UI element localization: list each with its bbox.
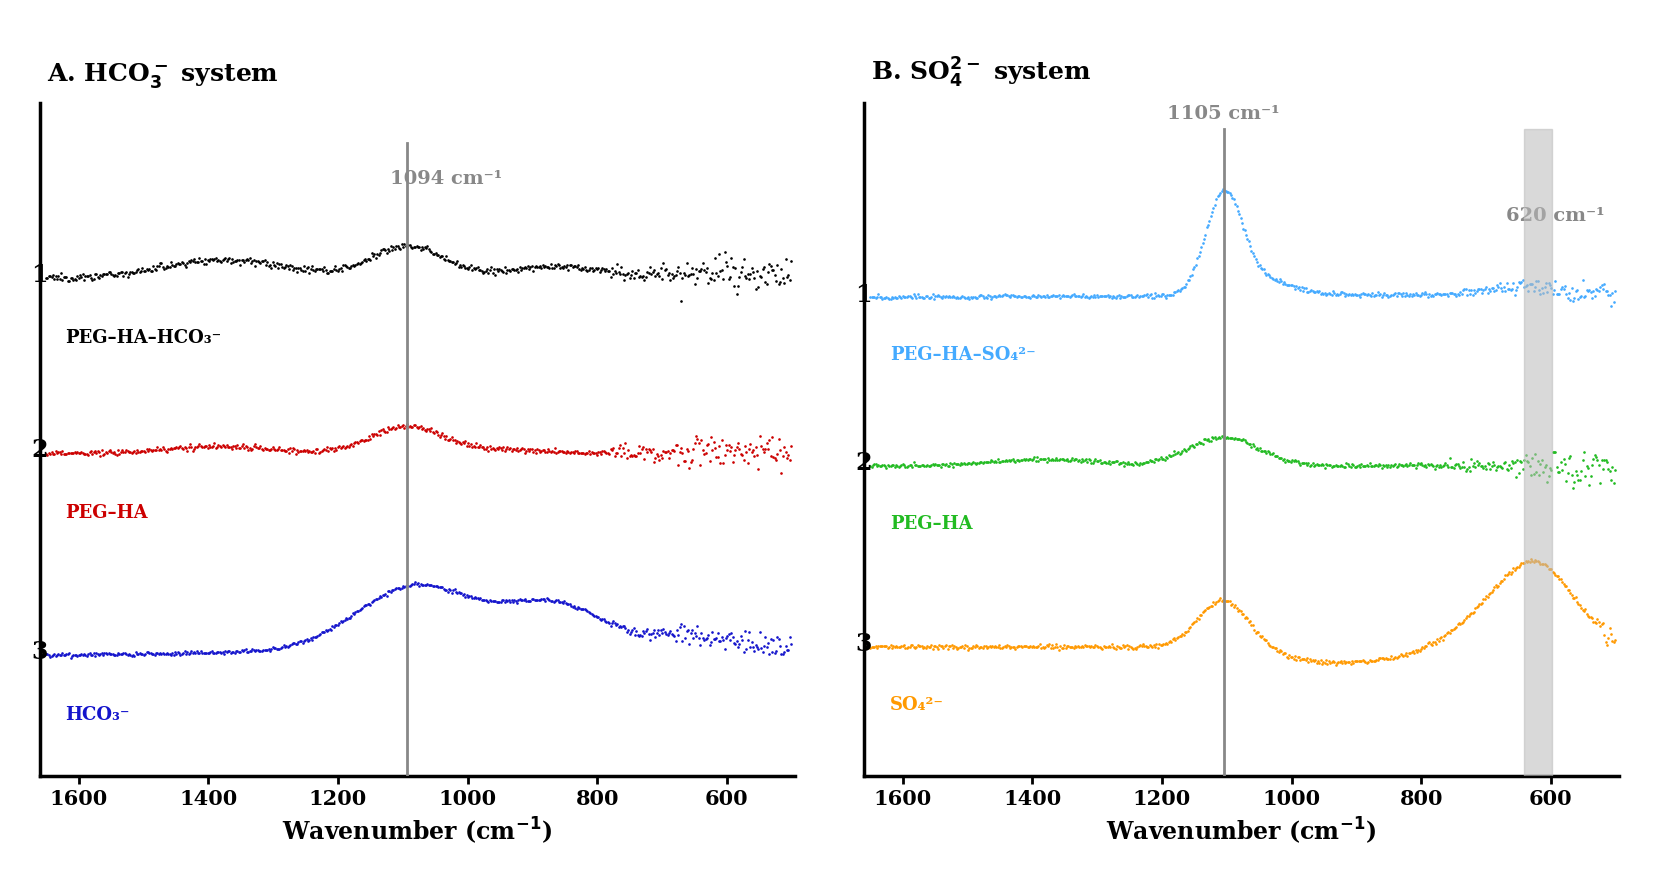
Text: PEG–HA–HCO₃⁻: PEG–HA–HCO₃⁻	[66, 329, 222, 347]
Text: 3: 3	[32, 640, 48, 664]
Text: A. HCO$_3^-$ system: A. HCO$_3^-$ system	[46, 60, 279, 89]
Text: SO₄²⁻: SO₄²⁻	[889, 696, 944, 714]
Text: 1094 cm⁻¹: 1094 cm⁻¹	[390, 171, 503, 188]
Text: 1: 1	[854, 283, 871, 307]
X-axis label: Wavenumber (cm$^{-1}$): Wavenumber (cm$^{-1}$)	[1107, 815, 1377, 846]
Text: PEG–HA: PEG–HA	[889, 514, 972, 533]
Text: B. SO$_4^{2-}$ system: B. SO$_4^{2-}$ system	[871, 55, 1092, 89]
Text: HCO₃⁻: HCO₃⁻	[66, 706, 129, 724]
Text: PEG–HA: PEG–HA	[66, 504, 148, 522]
Text: 620 cm⁻¹: 620 cm⁻¹	[1506, 206, 1604, 225]
Text: 2: 2	[854, 451, 871, 475]
Text: 2: 2	[32, 438, 48, 463]
Text: 1: 1	[32, 263, 48, 287]
Bar	[1523, 129, 1553, 776]
X-axis label: Wavenumber (cm$^{-1}$): Wavenumber (cm$^{-1}$)	[282, 815, 552, 846]
Text: 1105 cm⁻¹: 1105 cm⁻¹	[1168, 104, 1279, 123]
Text: 3: 3	[854, 633, 871, 656]
Text: PEG–HA–SO₄²⁻: PEG–HA–SO₄²⁻	[889, 346, 1035, 365]
